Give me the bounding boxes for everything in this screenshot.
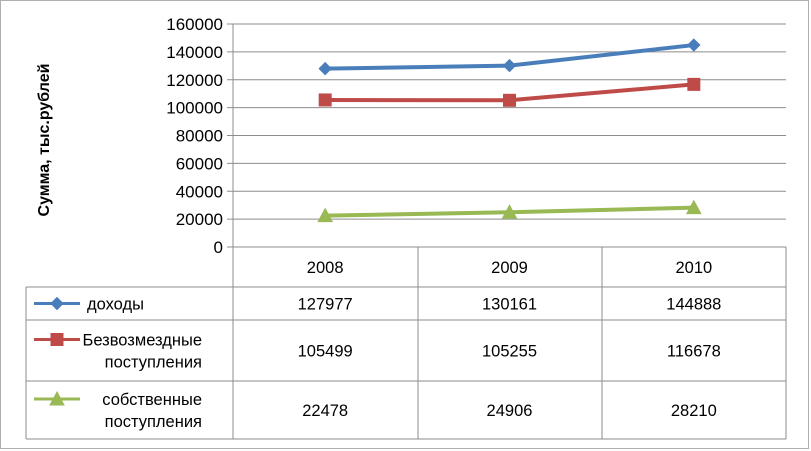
x-tick-label: 2010 — [675, 259, 712, 277]
y-tick-label: 80000 — [176, 127, 223, 146]
legend-label: поступления — [105, 413, 202, 431]
data-point — [503, 93, 516, 107]
legend-key-marker — [49, 390, 65, 406]
y-tick-label: 0 — [214, 238, 223, 257]
data-label: 24906 — [487, 402, 533, 420]
data-label: 28210 — [671, 402, 717, 420]
y-tick-label: 40000 — [176, 182, 223, 201]
data-point — [687, 77, 701, 91]
data-point — [317, 207, 334, 223]
x-tick-label: 2008 — [307, 259, 344, 277]
y-tick-label: 160000 — [166, 15, 223, 34]
legend-key-marker — [50, 296, 64, 311]
data-point — [685, 199, 702, 215]
legend-label: собственные — [102, 391, 202, 409]
legend-label: Безвозмездные — [83, 332, 202, 350]
data-point — [318, 93, 332, 107]
data-label: 116678 — [667, 343, 721, 361]
data-point — [318, 61, 332, 76]
y-tick-label: 140000 — [166, 43, 223, 62]
data-label: 105499 — [298, 343, 353, 361]
data-label: 130161 — [482, 296, 537, 314]
data-label: 127977 — [298, 296, 353, 314]
legend-label: поступления — [105, 354, 202, 372]
data-point — [501, 204, 518, 219]
y-tick-label: 20000 — [176, 210, 223, 229]
y-tick-label: 120000 — [166, 71, 223, 90]
legend-label: доходы — [87, 296, 144, 314]
y-axis-title: Сумма, тыс.рублей — [36, 64, 53, 217]
x-tick-label: 2009 — [491, 259, 528, 277]
data-point — [687, 38, 701, 52]
y-tick-label: 100000 — [166, 99, 223, 118]
data-label: 144888 — [666, 296, 721, 314]
legend-key-marker — [50, 333, 64, 346]
data-label: 105255 — [482, 343, 537, 361]
y-tick-label: 60000 — [176, 154, 223, 173]
data-label: 22478 — [302, 402, 348, 420]
data-point — [502, 58, 517, 73]
